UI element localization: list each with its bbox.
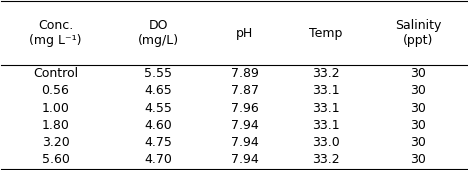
Text: Control: Control [33,67,78,80]
Text: pH: pH [236,27,254,40]
Text: 5.55: 5.55 [144,67,172,80]
Text: 4.60: 4.60 [145,119,172,132]
Text: 1.00: 1.00 [42,102,69,115]
Text: 5.60: 5.60 [42,154,69,166]
Text: 4.75: 4.75 [144,136,172,149]
Text: Temp: Temp [309,27,343,40]
Text: 30: 30 [410,154,426,166]
Text: 7.94: 7.94 [231,154,259,166]
Text: 33.1: 33.1 [312,102,340,115]
Text: Conc.
(mg L⁻¹): Conc. (mg L⁻¹) [29,19,82,47]
Text: 7.94: 7.94 [231,119,259,132]
Text: 30: 30 [410,84,426,97]
Text: DO
(mg/L): DO (mg/L) [138,19,179,47]
Text: 30: 30 [410,67,426,80]
Text: 33.2: 33.2 [312,154,340,166]
Text: Salinity
(ppt): Salinity (ppt) [395,19,441,47]
Text: 4.65: 4.65 [145,84,172,97]
Text: 7.96: 7.96 [231,102,259,115]
Text: 1.80: 1.80 [42,119,69,132]
Text: 4.55: 4.55 [144,102,172,115]
Text: 3.20: 3.20 [42,136,69,149]
Text: 7.94: 7.94 [231,136,259,149]
Text: 0.56: 0.56 [42,84,69,97]
Text: 33.2: 33.2 [312,67,340,80]
Text: 30: 30 [410,136,426,149]
Text: 33.0: 33.0 [312,136,340,149]
Text: 4.70: 4.70 [144,154,172,166]
Text: 33.1: 33.1 [312,119,340,132]
Text: 7.87: 7.87 [231,84,259,97]
Text: 7.89: 7.89 [231,67,259,80]
Text: 30: 30 [410,119,426,132]
Text: 33.1: 33.1 [312,84,340,97]
Text: 30: 30 [410,102,426,115]
